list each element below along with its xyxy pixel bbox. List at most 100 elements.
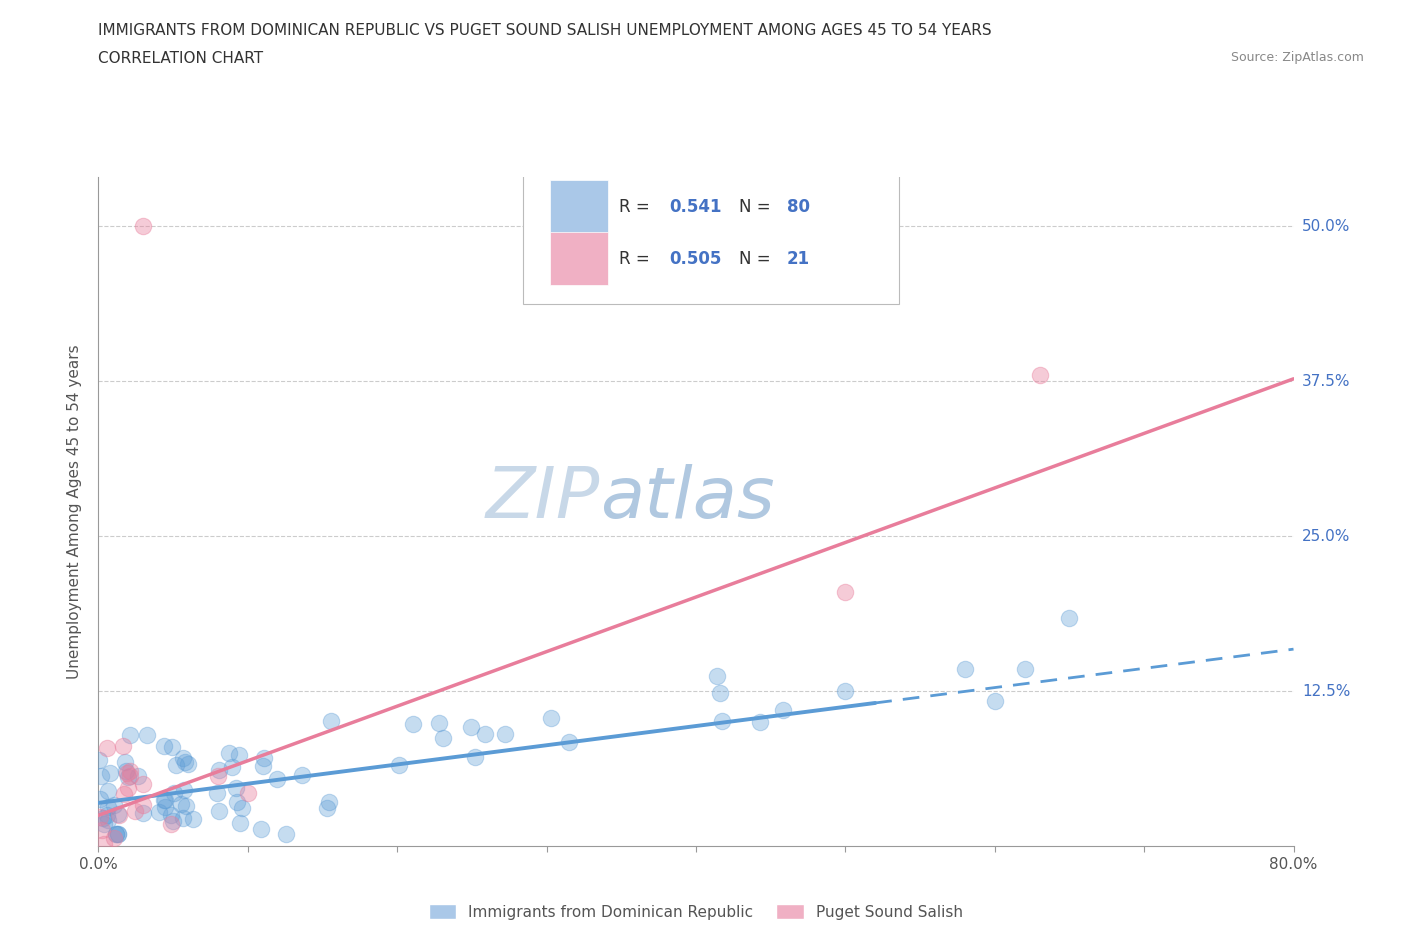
Text: IMMIGRANTS FROM DOMINICAN REPUBLIC VS PUGET SOUND SALISH UNEMPLOYMENT AMONG AGES: IMMIGRANTS FROM DOMINICAN REPUBLIC VS PU… [98,23,993,38]
Point [96,807,118,822]
Text: 37.5%: 37.5% [1302,374,1350,389]
Point [494,726,516,741]
Point [276,827,298,842]
Point [173,783,195,798]
Point [208,763,231,777]
Point [114,754,136,769]
Point [953,662,976,677]
Text: 21: 21 [787,249,810,268]
Point [100,766,122,781]
Point [93,817,115,831]
Point [181,812,204,827]
Point [1059,611,1081,626]
Point [316,801,339,816]
Point [132,777,155,791]
Point [170,796,193,811]
Text: Source: ZipAtlas.com: Source: ZipAtlas.com [1230,51,1364,64]
Legend: Immigrants from Dominican Republic, Puget Sound Salish: Immigrants from Dominican Republic, Puge… [423,897,969,925]
Point [160,807,183,822]
Point [706,669,728,684]
Point [540,711,562,725]
Point [107,827,129,842]
Point [460,720,482,735]
Text: 25.0%: 25.0% [1302,529,1350,544]
Point [221,760,243,775]
Text: 50.0%: 50.0% [1302,219,1350,233]
Point [709,685,731,700]
Point [103,797,125,812]
Point [834,684,856,698]
Point [172,811,194,826]
Point [114,764,136,779]
Text: 80: 80 [787,198,810,216]
Point [148,804,170,819]
FancyBboxPatch shape [550,180,607,233]
Point [131,805,153,820]
Point [90,769,112,784]
Point [120,764,142,778]
Text: ZIP: ZIP [486,464,600,533]
Point [97,783,120,798]
Point [266,771,288,786]
Point [464,750,486,764]
Point [228,748,250,763]
Point [772,702,794,717]
Point [710,713,733,728]
Text: 0.505: 0.505 [669,249,723,268]
Point [132,798,155,813]
Point [87,753,110,768]
Point [162,739,184,754]
Point [983,694,1005,709]
Point [291,767,314,782]
Point [250,822,273,837]
Point [89,810,111,825]
Point [319,713,342,728]
Point [103,830,125,845]
Point [124,804,146,818]
Point [89,791,111,806]
Point [105,827,128,842]
Point [162,814,184,829]
Text: R =: R = [620,198,655,216]
Text: N =: N = [740,198,776,216]
Text: R =: R = [620,249,655,268]
Point [558,735,581,750]
Point [252,759,274,774]
FancyBboxPatch shape [550,232,607,286]
Point [208,804,231,818]
Point [97,812,120,827]
Point [174,798,197,813]
Point [91,823,114,838]
Point [117,780,139,795]
Point [112,739,135,754]
Text: CORRELATION CHART: CORRELATION CHART [98,51,263,66]
Point [236,786,259,801]
Point [172,751,194,765]
Point [253,751,276,765]
Point [749,715,772,730]
Point [226,794,249,809]
Point [231,801,253,816]
Point [388,757,411,772]
Point [318,794,340,809]
Text: atlas: atlas [600,464,775,533]
Point [174,755,197,770]
Point [207,768,229,783]
Point [163,786,186,801]
Point [105,827,128,842]
Point [108,807,131,822]
Point [91,810,114,825]
Point [427,716,450,731]
Point [96,741,118,756]
Point [127,768,149,783]
Point [118,768,141,783]
Point [153,738,176,753]
Point [177,757,200,772]
Point [160,817,183,831]
Point [97,800,120,815]
Point [474,726,496,741]
Point [402,717,425,732]
Point [120,727,142,742]
Text: N =: N = [740,249,776,268]
Point [115,765,138,780]
